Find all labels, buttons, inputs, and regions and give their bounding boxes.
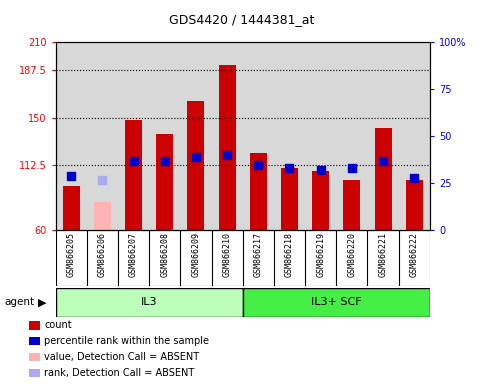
Point [317, 167, 325, 173]
Text: ▶: ▶ [38, 297, 47, 308]
Text: GSM866220: GSM866220 [347, 232, 356, 277]
Bar [281, 168, 298, 230]
Text: GSM866206: GSM866206 [98, 232, 107, 277]
Text: IL3+ SCF: IL3+ SCF [311, 297, 362, 308]
Text: GDS4420 / 1444381_at: GDS4420 / 1444381_at [169, 13, 314, 26]
Bar [343, 180, 360, 230]
Point [255, 161, 262, 167]
Point [161, 158, 169, 164]
Point [379, 158, 387, 164]
Text: rank, Detection Call = ABSENT: rank, Detection Call = ABSENT [44, 368, 194, 378]
Bar [125, 120, 142, 230]
Bar [250, 152, 267, 230]
Text: GSM866218: GSM866218 [285, 232, 294, 277]
Point [348, 165, 356, 171]
Bar [242, 288, 430, 317]
Point [285, 165, 293, 171]
Bar [156, 134, 173, 230]
Bar [374, 127, 392, 230]
Point [129, 158, 137, 164]
Point [223, 152, 231, 158]
Bar [94, 202, 111, 230]
Bar [28, 337, 40, 345]
Text: agent: agent [5, 297, 35, 308]
Bar [28, 321, 40, 329]
Point [411, 175, 418, 181]
Bar [218, 65, 236, 230]
Text: GSM866221: GSM866221 [379, 232, 387, 277]
Bar [406, 180, 423, 230]
Bar [56, 288, 242, 317]
Bar [312, 171, 329, 230]
Text: IL3: IL3 [141, 297, 157, 308]
Text: GSM866222: GSM866222 [410, 232, 419, 277]
Point [67, 173, 75, 179]
Text: count: count [44, 320, 72, 330]
Text: GSM866208: GSM866208 [160, 232, 169, 277]
Text: value, Detection Call = ABSENT: value, Detection Call = ABSENT [44, 352, 199, 362]
Text: GSM866207: GSM866207 [129, 232, 138, 277]
Bar [63, 187, 80, 230]
Text: GSM866205: GSM866205 [67, 232, 76, 277]
Text: GSM866209: GSM866209 [191, 232, 200, 277]
Text: GSM866219: GSM866219 [316, 232, 325, 277]
Bar [187, 101, 204, 230]
Text: GSM866217: GSM866217 [254, 232, 263, 277]
Point [192, 154, 200, 160]
Bar [28, 353, 40, 361]
Point [99, 177, 106, 183]
Text: GSM866210: GSM866210 [223, 232, 232, 277]
Bar [28, 369, 40, 377]
Text: percentile rank within the sample: percentile rank within the sample [44, 336, 209, 346]
